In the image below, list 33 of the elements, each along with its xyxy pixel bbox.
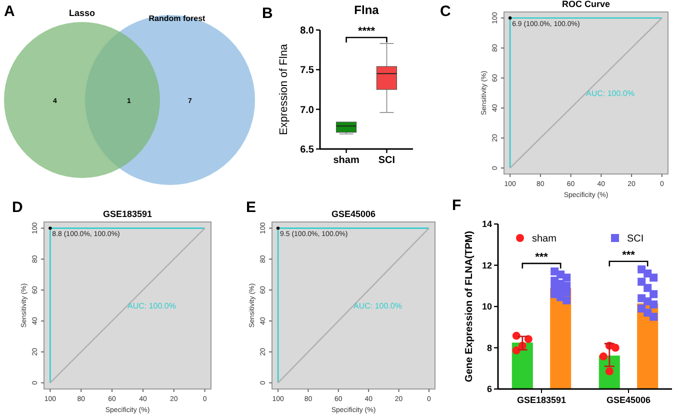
category-label: Random forest	[148, 14, 206, 23]
y-tick-label: 14	[482, 219, 492, 230]
chart-title: GSE183591	[102, 209, 152, 219]
text: E	[246, 199, 256, 216]
annotation: AUC: 100.0%	[586, 89, 634, 98]
chart-title: Flna	[354, 3, 380, 17]
annotation: ****	[358, 25, 376, 38]
y-tick-label: 6	[486, 384, 492, 394]
text: A	[4, 3, 15, 20]
category-label: Lasso	[68, 8, 96, 18]
y-axis-title: Expression of Flna	[278, 43, 290, 136]
text: B	[262, 5, 273, 22]
y-tick-label: 8	[486, 342, 492, 353]
text: C	[440, 3, 451, 20]
chart-title: GSE45006	[331, 209, 376, 219]
x-tick-label: GSE45006	[606, 395, 651, 405]
legend-label: sham	[532, 234, 556, 244]
text: F	[452, 197, 462, 214]
y-tick-label: 8.0	[300, 26, 314, 36]
annotation: ***	[622, 249, 636, 262]
annotation: AUC: 100.0%	[128, 302, 176, 310]
annotation: ***	[535, 251, 549, 264]
y-tick-label: 10	[482, 302, 492, 312]
text: D	[12, 199, 23, 216]
y-tick-label: 6.5	[300, 144, 314, 156]
y-axis-title: Gene Expression of FLNA(TPM)	[464, 230, 475, 382]
legend-label: SCI	[627, 234, 644, 244]
y-tick-label: 12	[482, 260, 492, 270]
x-tick-label: GSE183591	[516, 395, 566, 405]
y-tick-label: 7.5	[300, 65, 314, 76]
annotation: AUC: 100.0%	[354, 302, 402, 310]
chart-title: ROC Curve	[562, 0, 610, 9]
y-tick-label: 7.0	[300, 104, 314, 116]
